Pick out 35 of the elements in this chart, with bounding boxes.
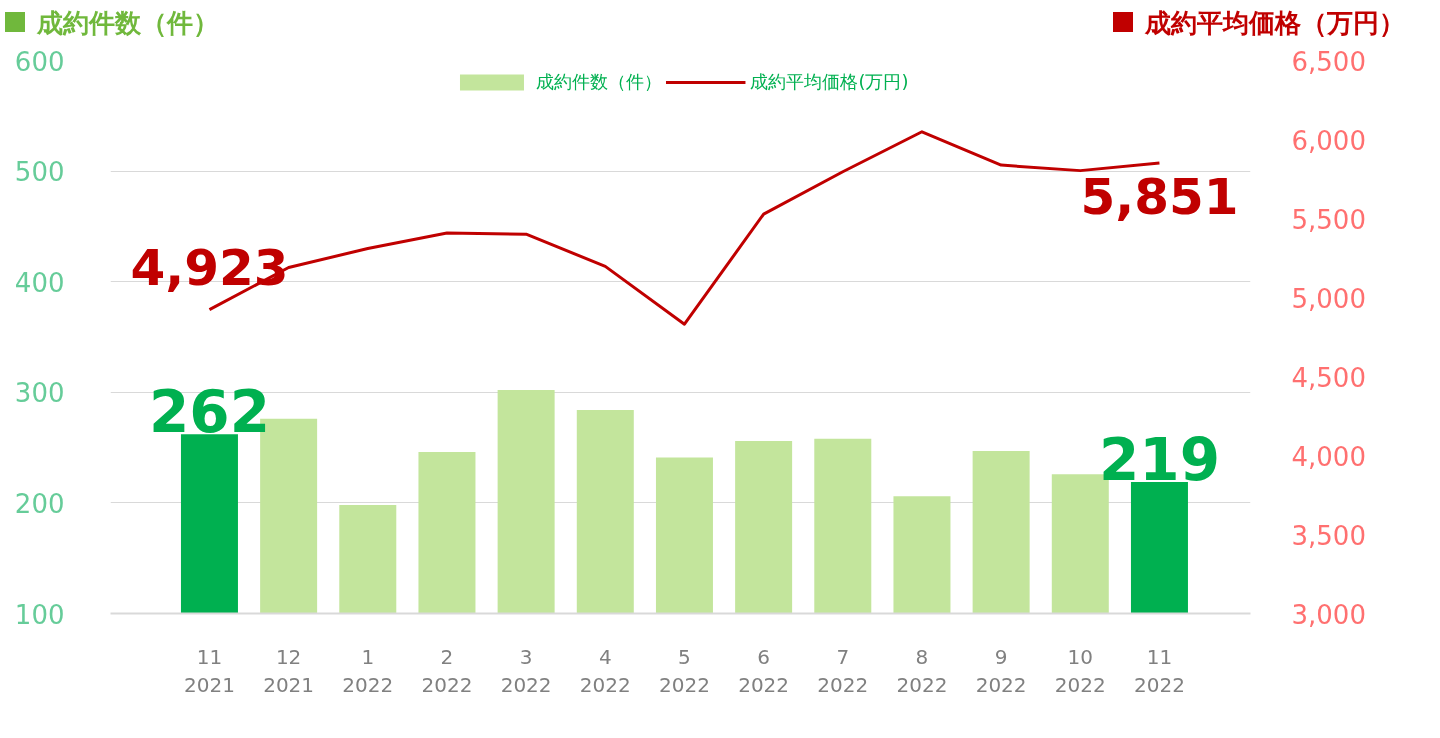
y2-tick-label: 5,000 <box>1291 283 1366 314</box>
y-tick-label: 200 <box>14 488 65 519</box>
legend-label: 成約件数（件） <box>536 70 663 94</box>
x-tick-label: 4 2022 <box>579 644 631 698</box>
y-tick-label: 100 <box>14 599 65 630</box>
y2-tick-label: 4,000 <box>1291 441 1366 472</box>
y-tick-label: 300 <box>14 378 65 409</box>
y-tick-label: 500 <box>14 157 65 188</box>
data-label: 262 <box>148 378 270 447</box>
x-tick-label: 8 2022 <box>896 644 948 698</box>
y2-tick-label: 5,500 <box>1291 204 1366 235</box>
x-tick-label: 5 2022 <box>659 644 710 698</box>
y-tick-label: 400 <box>14 267 65 298</box>
y2-tick-label: 6,000 <box>1291 125 1366 156</box>
x-tick-label: 2 2022 <box>421 644 473 698</box>
y2-tick-label: 3,000 <box>1291 599 1366 630</box>
y2-tick-label: 3,500 <box>1291 520 1366 551</box>
x-tick-label: 9 2022 <box>975 644 1027 698</box>
y-axis-title: 成約件数（件） <box>37 8 219 38</box>
data-label: 4,923 <box>130 238 289 297</box>
x-tick-label: 6 2022 <box>738 644 790 698</box>
x-tick-label: 11 2021 <box>184 644 235 698</box>
y2-tick-label: 6,500 <box>1291 46 1366 77</box>
x-tick-label: 10 2022 <box>1054 644 1106 698</box>
data-label: 219 <box>1098 425 1220 494</box>
legend-label: 成約平均価格(万円) <box>750 70 909 94</box>
x-tick-label: 1 2022 <box>342 644 394 698</box>
y2-axis-title: 成約平均価格（万円） <box>1145 8 1405 38</box>
x-tick-label: 7 2022 <box>817 644 869 698</box>
y-tick-label: 600 <box>14 46 65 77</box>
x-tick-label: 11 2022 <box>1134 644 1185 698</box>
x-tick-label: 3 2022 <box>500 644 552 698</box>
x-tick-label: 12 2021 <box>263 644 315 698</box>
data-label: 5,851 <box>1080 168 1239 227</box>
y2-tick-label: 4,500 <box>1291 362 1366 393</box>
